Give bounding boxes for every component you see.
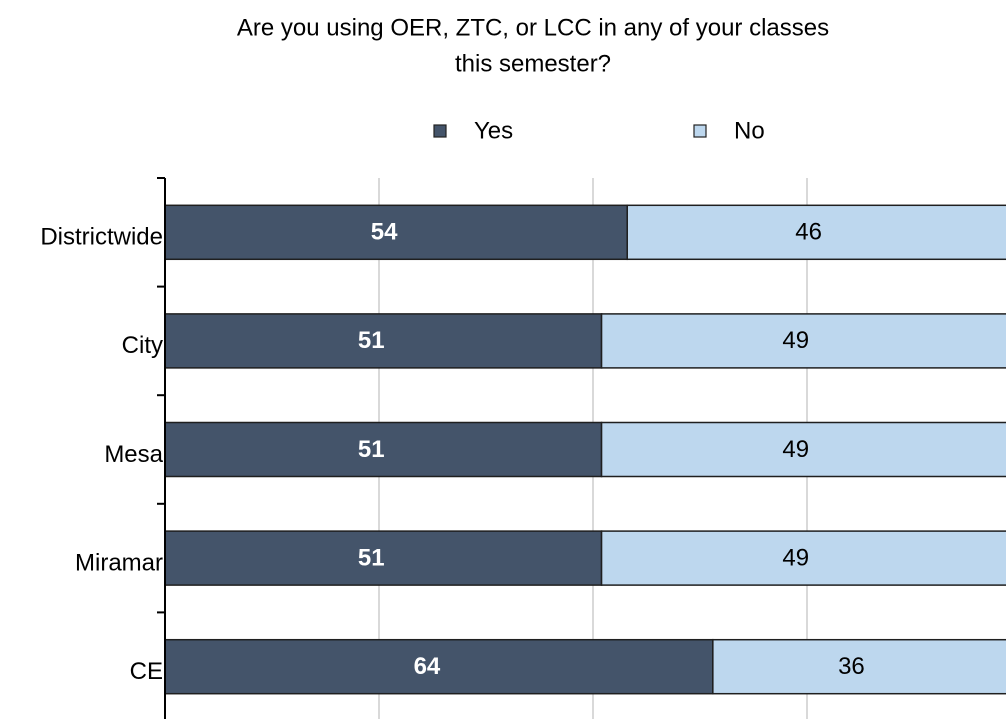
data-label: 64 (414, 653, 441, 680)
legend-label: Yes (474, 117, 513, 144)
bar-segment (164, 204, 628, 261)
legend-swatch (693, 124, 707, 138)
data-label: 46 (795, 219, 822, 246)
plot-area: 54 46 51 49 51 49 51 49 64 36 (164, 178, 1006, 719)
y-tick-label: Miramar (75, 549, 163, 576)
data-label: 51 (358, 327, 385, 354)
y-tick-label: Districtwide (40, 224, 163, 251)
data-label: 49 (782, 327, 809, 354)
chart-title: this semester? (455, 50, 611, 77)
data-label: 49 (782, 544, 809, 571)
bar-segment (626, 204, 1006, 261)
legend-label: No (734, 117, 765, 144)
bar-segment (600, 530, 1006, 586)
data-label: 51 (358, 436, 385, 463)
legend-swatch (433, 124, 447, 138)
y-tick-label: Mesa (104, 441, 163, 468)
bar-segment (600, 421, 1006, 478)
chart-title: Are you using OER, ZTC, or LCC in any of… (237, 14, 829, 41)
data-label: 36 (838, 653, 865, 680)
y-tick-label: CE (130, 658, 163, 685)
bar-segment (600, 313, 1006, 369)
data-label: 51 (358, 544, 385, 571)
bar-segment (164, 313, 603, 369)
data-label: 49 (782, 436, 809, 463)
bar-segment (712, 638, 1006, 695)
bar-segment (164, 421, 603, 478)
y-tick-label: City (122, 332, 163, 359)
data-label: 54 (371, 219, 398, 246)
bar-segment (164, 530, 603, 586)
